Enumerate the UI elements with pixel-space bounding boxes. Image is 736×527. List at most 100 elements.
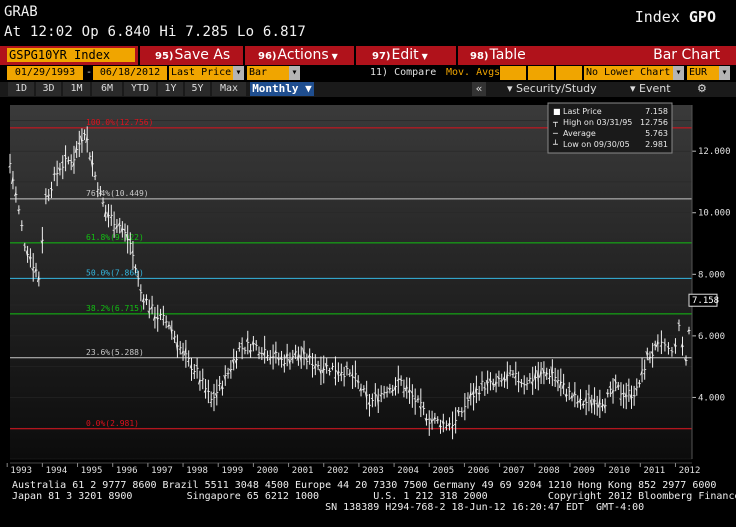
mov-avg-field-1[interactable] xyxy=(500,66,526,80)
style-select[interactable]: Bar xyxy=(247,66,289,80)
actions-button[interactable]: 96)Actions ▼ xyxy=(258,46,338,65)
price-bar-open xyxy=(468,391,472,399)
chevron-down-icon[interactable]: ▾ xyxy=(719,66,730,80)
edit-button[interactable]: 97)Edit ▼ xyxy=(372,46,428,65)
period-button-1d[interactable]: 1D xyxy=(8,82,34,96)
x-axis-label: 2001 xyxy=(292,466,314,476)
price-bar-open xyxy=(379,394,382,397)
price-bar-open xyxy=(85,135,88,144)
price-bar-open xyxy=(58,167,61,172)
period-button-max[interactable]: Max xyxy=(212,82,246,96)
end-date-field[interactable]: 06/18/2012 xyxy=(93,66,167,80)
collapse-icon[interactable]: « xyxy=(472,82,486,96)
legend-label: High on 03/31/95 xyxy=(563,118,632,127)
price-bar-open xyxy=(229,368,232,373)
price-bar-open xyxy=(418,405,422,410)
price-bar-open xyxy=(8,165,11,168)
price-bar-open xyxy=(485,379,489,387)
price-bar-open xyxy=(480,382,483,385)
price-bar-open xyxy=(293,351,296,356)
price-bar-open xyxy=(282,363,285,367)
legend-marker-icon: ┴ xyxy=(552,139,558,149)
x-axis-label: 2012 xyxy=(679,466,701,476)
period-button-6m[interactable]: 6M xyxy=(92,82,122,96)
price-bar-open xyxy=(584,397,587,402)
date-separator: - xyxy=(86,67,93,78)
chevron-down-icon[interactable]: ▾ xyxy=(289,66,300,80)
mov-avg-field-2[interactable] xyxy=(528,66,554,80)
price-bar-open xyxy=(373,392,376,395)
price-bar-open xyxy=(673,343,676,348)
legend-value: 5.763 xyxy=(645,129,668,138)
compare-button[interactable]: 11) Compare xyxy=(370,67,437,78)
price-bar-open xyxy=(164,321,167,323)
price-bar-open xyxy=(600,404,603,408)
toolbar-divider xyxy=(354,46,356,65)
chevron-down-icon[interactable]: ▾ xyxy=(233,66,244,80)
period-button-1y[interactable]: 1Y xyxy=(158,82,183,96)
price-bar-open xyxy=(123,228,126,232)
price-bar-open xyxy=(550,366,553,380)
price-bar-open xyxy=(350,373,353,377)
ticker-field[interactable]: GSPG10YR Index xyxy=(7,48,135,62)
legend-marker-icon: ─ xyxy=(552,129,558,138)
chart-type-label[interactable]: Bar Chart xyxy=(653,47,720,63)
price-bar-open xyxy=(63,154,66,157)
price-bar-open xyxy=(508,372,511,374)
x-axis-label: 2007 xyxy=(503,466,525,476)
price-bar-open xyxy=(450,426,453,428)
price-bar-open xyxy=(525,384,528,386)
lower-chart-select[interactable]: No Lower Chart xyxy=(584,66,673,80)
field-select[interactable]: Last Price xyxy=(169,66,233,80)
price-bar-open xyxy=(203,389,206,393)
y-axis-label: 10.000 xyxy=(698,209,731,219)
table-button[interactable]: 98)Table xyxy=(470,46,526,65)
fib-level-label: 61.8%(9.022) xyxy=(86,233,144,242)
event-button[interactable]: ▾ Event xyxy=(630,82,671,96)
price-bar-open xyxy=(181,350,184,355)
settings-gear-icon[interactable]: ⚙ xyxy=(697,82,707,95)
price-bar-open xyxy=(441,420,444,425)
last-price-tag: 7.158 xyxy=(692,296,719,306)
price-bar-open xyxy=(339,372,342,377)
mov-avg-field-3[interactable] xyxy=(556,66,582,80)
save-as-button[interactable]: 95)Save As xyxy=(155,46,230,65)
price-bar-open xyxy=(605,392,609,395)
price-chart[interactable]: 100.0%(12.756) 76.4%(10.449) 61.8%(9.022) 5… xyxy=(0,97,736,527)
chevron-down-icon[interactable]: ▾ xyxy=(673,66,684,80)
price-bar-open xyxy=(248,349,251,355)
price-bar-open xyxy=(25,250,28,258)
price-bar-open xyxy=(659,344,662,347)
quote-line: At 12:02 Op 6.840 Hi 7.285 Lo 6.817 xyxy=(4,24,307,40)
period-select-monthly[interactable]: Monthly ▼ xyxy=(250,82,314,96)
period-button-3d[interactable]: 3D xyxy=(36,82,61,96)
x-axis-label: 2008 xyxy=(538,466,560,476)
chevron-down-icon: ▾ xyxy=(630,82,636,95)
security-study-button[interactable]: ▾ Security/Study xyxy=(507,82,597,96)
period-button-1m[interactable]: 1M xyxy=(63,82,90,96)
price-bar-open xyxy=(558,380,562,389)
price-bar-open xyxy=(385,391,388,394)
legend-marker-icon: ┬ xyxy=(552,118,558,128)
x-axis-label: 2004 xyxy=(397,466,419,476)
price-bar-open xyxy=(677,322,680,325)
price-bar-open xyxy=(214,393,218,398)
period-button-ytd[interactable]: YTD xyxy=(124,82,156,96)
price-bar-open xyxy=(223,375,226,381)
price-bar-open xyxy=(234,359,237,365)
x-axis-label: 2009 xyxy=(573,466,595,476)
start-date-field[interactable]: 01/29/1993 xyxy=(7,66,83,80)
price-bar-open xyxy=(251,340,254,346)
x-axis-label: 2006 xyxy=(468,466,490,476)
price-bar-open xyxy=(680,342,683,348)
price-bar-open xyxy=(597,398,601,408)
period-button-5y[interactable]: 5Y xyxy=(185,82,210,96)
price-bar-open xyxy=(150,305,153,310)
currency-select[interactable]: EUR xyxy=(687,66,719,80)
price-bar-open xyxy=(456,409,460,414)
price-bar-open xyxy=(542,367,545,375)
price-bar-open xyxy=(103,210,107,218)
price-bar-open xyxy=(402,391,405,393)
save-as-label: Save As xyxy=(174,47,231,63)
price-bar-open xyxy=(376,394,379,406)
